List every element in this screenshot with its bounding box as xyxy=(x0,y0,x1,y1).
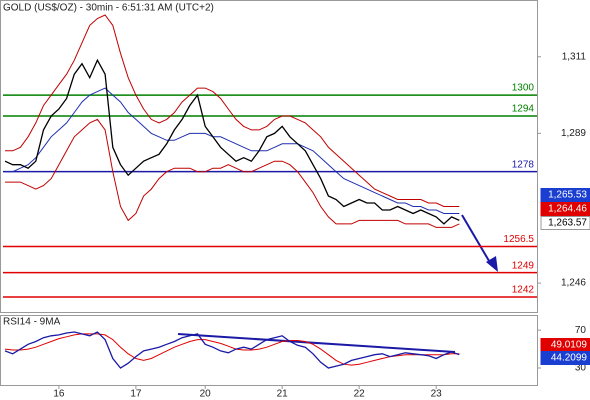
value-marker-label: 1,265.53 xyxy=(548,190,587,201)
x-tick-label: 20 xyxy=(200,389,212,400)
x-tick-label: 21 xyxy=(277,389,289,400)
series-line xyxy=(4,331,460,369)
level-label: 1294 xyxy=(512,104,535,115)
series-line xyxy=(5,14,460,207)
value-marker-label: 49.0109 xyxy=(551,340,588,351)
rsi-trendline xyxy=(177,333,456,353)
level-label: 1242 xyxy=(512,285,535,296)
chart-title: GOLD (US$/OZ) - 30min - 6:51:31 AM (UTC+… xyxy=(3,3,214,14)
rsi-frame xyxy=(0,315,538,386)
value-marker-label: 1,263.57 xyxy=(548,218,587,229)
value-marker xyxy=(540,202,590,216)
x-tick-label: 17 xyxy=(130,389,142,400)
level-label: 1256.5 xyxy=(503,234,534,245)
level-label: 1249 xyxy=(512,260,535,271)
series-line xyxy=(4,58,460,225)
y-tick-label: 1,311 xyxy=(562,51,587,62)
y-tick-label: 1,289 xyxy=(561,128,586,139)
series-line xyxy=(4,333,460,366)
value-marker xyxy=(540,188,590,202)
level-label: 1278 xyxy=(512,159,535,170)
rsi-title: RSI14 - 9MA xyxy=(3,317,61,328)
x-tick-label: 16 xyxy=(53,389,65,400)
series-line xyxy=(5,87,460,214)
value-marker xyxy=(540,216,590,230)
x-tick-label: 23 xyxy=(431,389,443,400)
projection-arrow xyxy=(461,214,493,267)
price-frame xyxy=(0,0,538,313)
y-tick-label: 1,246 xyxy=(561,278,586,289)
series-line xyxy=(5,118,460,228)
x-tick-label: 22 xyxy=(354,389,366,400)
y-tick-label: 30 xyxy=(575,363,587,374)
y-tick-label: 70 xyxy=(575,325,587,336)
level-label: 1300 xyxy=(512,83,535,94)
value-marker xyxy=(540,351,590,365)
arrow-head xyxy=(486,256,498,272)
value-marker-label: 1,264.46 xyxy=(548,204,587,215)
value-marker-label: 44.2099 xyxy=(551,353,588,364)
